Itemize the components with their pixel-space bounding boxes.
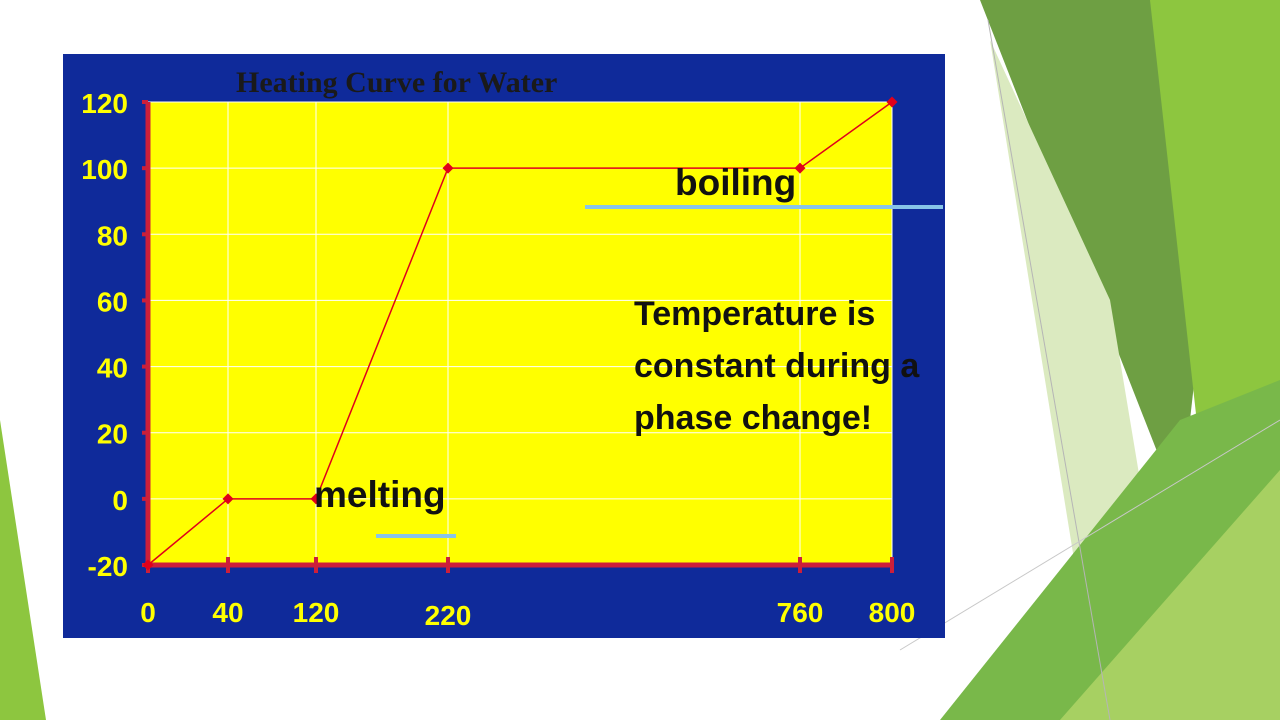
- x-tick-label: 800: [869, 597, 916, 628]
- melting-underline: [376, 534, 456, 538]
- y-tick-label: 60: [97, 286, 128, 317]
- thin-diagonal-line: [987, 19, 1111, 720]
- data-point-marker: [794, 162, 806, 174]
- bottom-green-shape-light: [1060, 470, 1280, 720]
- y-tick-label: 0: [112, 485, 128, 516]
- x-tick-label: 760: [777, 597, 824, 628]
- y-tick-label: 100: [81, 154, 128, 185]
- plot-area: [148, 102, 892, 565]
- tick-labels: -20 0 20 40 60 80 100 120 0 40 120 220 760 800: [81, 88, 915, 631]
- series: [142, 96, 898, 571]
- data-point-marker: [886, 96, 898, 108]
- y-tick-label: 40: [97, 353, 128, 384]
- x-tick-label: 220: [425, 600, 472, 631]
- heating-curve-line: [147, 101, 893, 566]
- data-point-marker: [310, 493, 322, 505]
- annotation-boiling: boiling: [675, 162, 797, 203]
- right-green-shape-dark: [980, 0, 1200, 510]
- y-tick-label: 80: [97, 220, 128, 251]
- data-point-marker: [442, 162, 454, 174]
- annotation-phase-change-note: Temperature is constant during a phase c…: [634, 295, 920, 437]
- y-tick-label: 20: [97, 419, 128, 450]
- x-tick-label: 40: [212, 597, 243, 628]
- y-tick-label: -20: [88, 551, 128, 582]
- data-point-marker: [142, 559, 154, 571]
- left-green-strip: [0, 420, 46, 720]
- chart-title: Heating Curve for Water: [236, 66, 558, 99]
- x-tick-label: 0: [140, 597, 156, 628]
- data-point-marker: [222, 493, 234, 505]
- thin-diagonal-line-2: [899, 419, 1280, 651]
- annotation-melting: melting: [314, 474, 446, 515]
- boiling-underline: [585, 205, 943, 209]
- y-tick-label: 120: [81, 88, 128, 119]
- x-tick-label: 120: [293, 597, 340, 628]
